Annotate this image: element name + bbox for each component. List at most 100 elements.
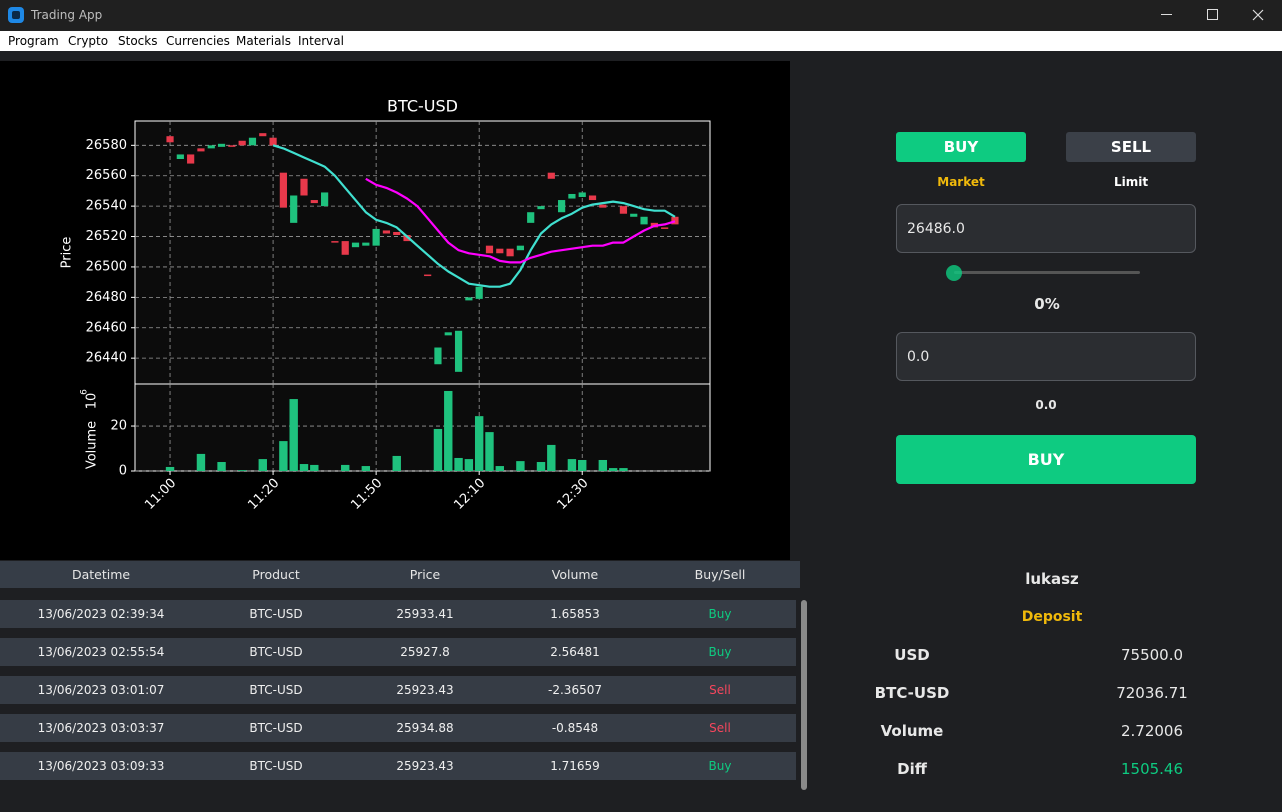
buy-tab[interactable]: BUY — [896, 132, 1026, 162]
volume-bar — [165, 466, 175, 471]
candle-body — [424, 274, 432, 277]
table-cell: -2.36507 — [548, 683, 602, 697]
table-cell: 25934.88 — [396, 721, 454, 735]
volume-bar — [361, 466, 371, 471]
y-tick-label: 26480 — [86, 290, 127, 305]
table-row[interactable]: 13/06/2023 02:55:54 BTC-USD 25927.8 2.56481… — [0, 638, 796, 666]
menu-item[interactable]: Currencies — [166, 34, 230, 48]
volume-bar — [608, 468, 618, 471]
volume-bar — [464, 459, 474, 471]
column-header: Buy/Sell — [694, 567, 746, 582]
y-tick-label: 26520 — [86, 229, 127, 244]
volume-bar — [237, 470, 247, 471]
volume-bar — [310, 464, 319, 471]
table-header: Datetime Product Price Volume Buy/Sell — [0, 561, 800, 588]
table-row[interactable]: 13/06/2023 03:03:37 BTC-USD 25934.88 -0.854… — [0, 714, 796, 742]
account-value: 1505.46 — [1120, 760, 1184, 778]
table-cell: 25927.8 — [400, 645, 450, 659]
volume-tick-label: 20 — [110, 419, 127, 434]
account-panel: lukasz Deposit USD 75500.0 BTC-USD 72036.71… — [840, 560, 1280, 800]
volume-bar — [444, 390, 453, 471]
table-cell: Sell — [709, 683, 731, 697]
sell-tab[interactable]: SELL — [1066, 132, 1196, 162]
account-value: 72036.71 — [1116, 684, 1188, 702]
market-option[interactable]: Market — [937, 175, 985, 189]
y-tick-label: 26580 — [86, 138, 127, 153]
maximize-button[interactable] — [1207, 9, 1218, 20]
table-cell: 25933.41 — [396, 607, 454, 621]
candle-body — [516, 245, 524, 251]
volume-bar — [598, 459, 608, 471]
submit-button[interactable]: BUY — [896, 435, 1196, 484]
volume-bar — [217, 462, 226, 471]
candle-body — [187, 154, 195, 164]
candle-body — [465, 297, 473, 301]
percent-label: 0% — [1034, 295, 1060, 313]
account-label: Volume — [880, 722, 944, 740]
candle-body — [382, 230, 391, 234]
menu-item[interactable]: Stocks — [118, 34, 158, 48]
scrollbar[interactable] — [801, 600, 807, 790]
slider-track[interactable] — [954, 271, 1140, 274]
account-label: Diff — [897, 760, 927, 778]
slider-handle[interactable] — [946, 265, 962, 281]
menu-item[interactable]: Program — [8, 34, 59, 48]
candle-body — [393, 231, 401, 236]
volume-bar — [474, 416, 484, 471]
table-cell: 2.56481 — [550, 645, 600, 659]
candle-body — [568, 193, 576, 199]
table-cell: 13/06/2023 03:09:33 — [37, 759, 165, 773]
candle-body — [372, 228, 380, 246]
price-input[interactable]: 26486.0 — [896, 204, 1196, 253]
menu-item[interactable]: Interval — [298, 34, 344, 48]
volume-bar — [289, 399, 298, 471]
volume-bar — [567, 459, 577, 471]
volume-bar — [433, 428, 443, 471]
close-button[interactable] — [1252, 9, 1264, 21]
table-row[interactable]: 13/06/2023 03:09:33 BTC-USD 25923.43 1.7165… — [0, 752, 796, 780]
volume-bar — [299, 464, 309, 471]
x-tick-label: 11:00 — [142, 476, 179, 513]
y-axis-label: Price — [60, 237, 75, 269]
table-cell: 13/06/2023 03:01:07 — [37, 683, 165, 697]
x-tick-label: 12:30 — [554, 476, 591, 513]
candle-body — [454, 330, 463, 372]
y-tick-label: 26440 — [86, 351, 127, 366]
table-row[interactable]: 13/06/2023 03:01:07 BTC-USD 25923.43 -2.365… — [0, 676, 796, 704]
volume-bar — [485, 432, 494, 471]
candle-body — [259, 133, 267, 137]
candle-body — [248, 137, 257, 146]
volume-bar — [578, 459, 587, 471]
table-cell: -0.8548 — [551, 721, 599, 735]
account-label: BTC-USD — [874, 684, 950, 702]
candle-body — [269, 137, 277, 146]
minimize-button[interactable] — [1161, 14, 1172, 15]
candle-body — [351, 242, 360, 248]
candle-body — [578, 192, 586, 198]
volume-bar — [454, 457, 463, 471]
account-value: 75500.0 — [1120, 646, 1184, 664]
y-tick-label: 26560 — [86, 168, 127, 183]
app-icon — [8, 7, 24, 23]
column-header: Volume — [551, 567, 599, 582]
amount-input[interactable]: 0.0 — [896, 332, 1196, 381]
volume-bar — [547, 444, 556, 471]
candle-body — [310, 200, 318, 204]
candle-body — [661, 227, 669, 229]
candle-body — [619, 206, 628, 214]
y-tick-label: 26460 — [86, 320, 127, 335]
window-title: Trading App — [31, 8, 103, 22]
price-plot — [134, 120, 711, 385]
total-label: 0.0 — [1035, 398, 1057, 412]
x-tick-label: 11:20 — [245, 476, 282, 513]
title-bar: Trading App — [0, 0, 1282, 31]
moving-average-line — [365, 177, 676, 264]
table-row[interactable]: 13/06/2023 02:39:34 BTC-USD 25933.41 1.6585… — [0, 600, 796, 628]
volume-bar — [516, 461, 525, 471]
candle-body — [238, 140, 246, 146]
candle-body — [496, 248, 504, 254]
menu-item[interactable]: Crypto — [68, 34, 109, 48]
menu-item[interactable]: Materials — [236, 34, 292, 48]
volume-axis-label: Volume — [85, 421, 100, 469]
limit-option[interactable]: Limit — [1113, 175, 1149, 189]
